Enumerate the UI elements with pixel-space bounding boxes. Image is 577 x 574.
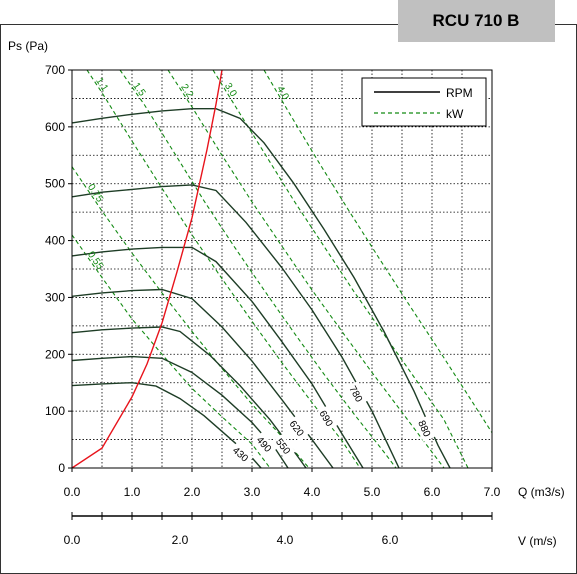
rpm-label-bg — [285, 416, 310, 442]
velocity-axis: 0.0 2.0 4.0 6.0 — [64, 512, 493, 547]
kw-curve-label: 4.0 — [274, 84, 291, 102]
x-tick-label: 2.0 — [184, 485, 201, 499]
x-tick-label: 1.0 — [124, 485, 141, 499]
y-tick-label: 700 — [45, 63, 65, 77]
system-curve — [72, 70, 223, 468]
x2-axis-label: V (m/s) — [518, 534, 557, 548]
x-axis-label: Q (m3/s) — [518, 485, 565, 499]
kw-curves — [72, 70, 492, 468]
kw-curve-label: 3.0 — [222, 81, 239, 99]
rpm-curve-880 — [72, 108, 451, 468]
legend: RPM kW — [361, 77, 487, 127]
x-tick-label: 3.0 — [244, 485, 261, 499]
y-tick-label: 300 — [45, 290, 65, 304]
x-tick-label: 6.0 — [424, 485, 441, 499]
rpm-label-bg — [228, 442, 254, 467]
y-tick-label: 0 — [58, 461, 65, 475]
kw-curve-1.5 — [119, 70, 397, 468]
legend-box — [361, 77, 487, 127]
rpm-label-bg — [271, 433, 296, 460]
kw-curve-1.1 — [86, 70, 361, 468]
y-tick-labels: 0 100 200 300 400 500 600 700 — [45, 63, 72, 475]
y-tick-label: 500 — [45, 177, 65, 191]
kw-curve-label: 0.55 — [85, 249, 105, 272]
kw-curve-label: 2.2 — [178, 82, 195, 100]
kw-curve-4.0 — [263, 70, 492, 433]
kw-curve-3.0 — [212, 70, 469, 468]
title-box — [398, 0, 555, 42]
velocity-tick-label: 4.0 — [277, 533, 294, 547]
velocity-tick-label: 0.0 — [64, 533, 81, 547]
rpm-label-bg — [414, 416, 436, 442]
system-curve-line — [72, 70, 223, 468]
rpm-curve-490 — [72, 355, 289, 468]
velocity-tick-label: 6.0 — [382, 533, 399, 547]
velocity-tick-label: 2.0 — [172, 533, 189, 547]
kw-curve-label: 1.1 — [93, 76, 110, 94]
y-tick-label: 600 — [45, 120, 65, 134]
x-tick-labels: 0.0 1.0 2.0 3.0 4.0 5.0 6.0 7.0 — [64, 468, 501, 499]
x-tick-label: 4.0 — [304, 485, 321, 499]
rpm-curve-780 — [72, 184, 400, 468]
kw-curve-label: 1.5 — [130, 81, 147, 99]
y-tick-label: 100 — [45, 404, 65, 418]
x-tick-label: 5.0 — [364, 485, 381, 499]
rpm-curve-690 — [72, 246, 364, 468]
kw-curve-2.2 — [167, 70, 445, 468]
chart-title: RCU 710 B — [433, 11, 520, 30]
rpm-label-bg — [315, 406, 338, 432]
rpm-label-bg — [252, 432, 277, 458]
x-tick-label: 7.0 — [484, 485, 501, 499]
y-tick-label: 400 — [45, 234, 65, 248]
x-tick-label: 0.0 — [64, 485, 81, 499]
kw-curve-0.75 — [72, 166, 310, 468]
y-tick-label: 200 — [45, 347, 65, 361]
legend-rpm-label: RPM — [446, 86, 473, 100]
rpm-label-bg — [345, 381, 368, 408]
y-axis-label: Ps (Pa) — [8, 39, 48, 53]
plot-area-border — [71, 69, 493, 469]
legend-kw-label: kW — [446, 107, 464, 121]
